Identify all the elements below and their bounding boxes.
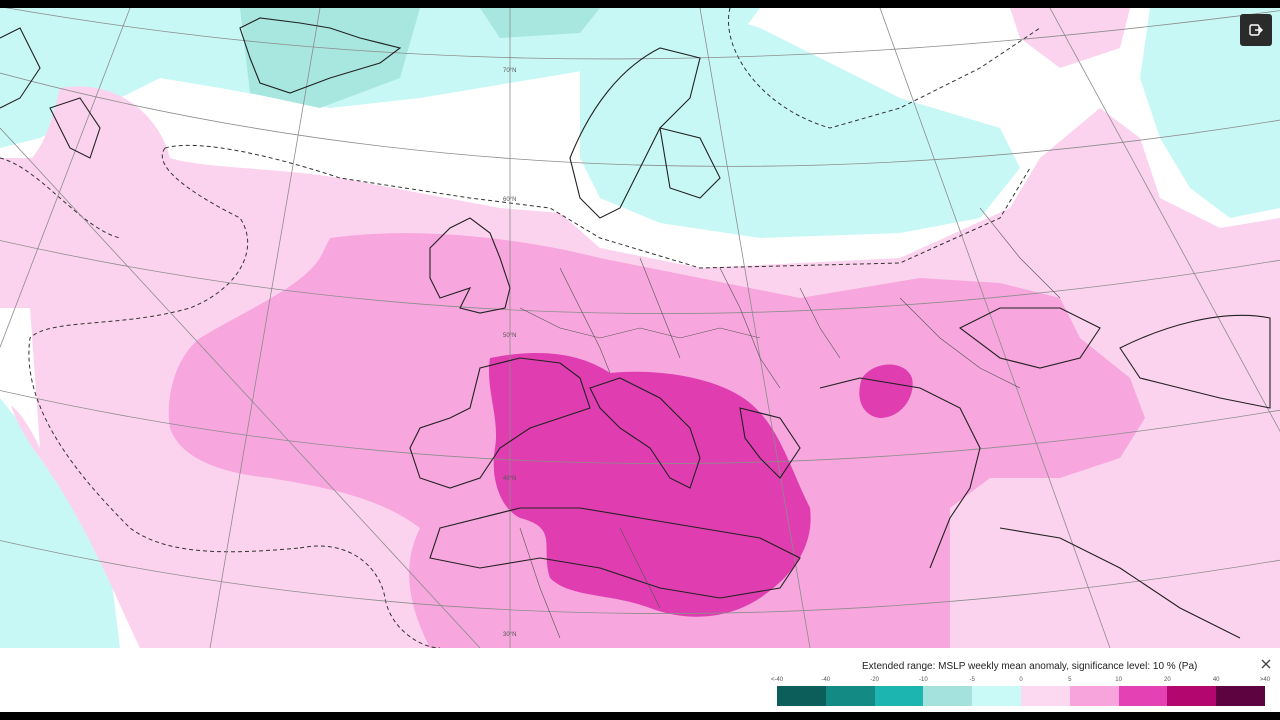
legend-swatch [825,686,875,706]
legend-swatch [1167,686,1217,706]
strong-positive-anomaly-layer [488,353,913,617]
coastlines [0,17,1271,639]
close-icon [1261,659,1271,669]
lat-label-30: 30°N [503,632,516,638]
legend-tick-label: -40 [821,677,831,683]
legend-panel: Extended range: MSLP weekly mean anomaly… [0,648,1280,712]
lat-label-70: 70°N [503,68,516,74]
legend-tick-label: >40 [1259,677,1271,683]
legend-swatch [1020,686,1070,706]
export-button[interactable] [1240,14,1272,46]
lat-label-60: 60°N [503,197,516,203]
legend-swatch [972,686,1021,706]
legend-color-scale [777,686,1265,706]
legend-tick-label: 10 [1115,677,1122,683]
legend-swatch [1216,686,1265,706]
significance-contours [0,8,1041,648]
legend-tick-label: -10 [919,677,928,683]
legend-tick-label: 40 [1212,677,1220,683]
legend-close-button[interactable] [1259,657,1273,671]
legend-title: Extended range: MSLP weekly mean anomaly… [862,661,1198,672]
map-viewport[interactable]: 70°N 60°N 50°N 40°N 30°N [0,8,1280,648]
latitude-labels: 70°N 60°N 50°N 40°N 30°N [503,68,516,638]
lat-label-40: 40°N [503,476,516,482]
legend-tick-label: 0 [1019,677,1023,683]
legend-tick-label: 5 [1068,677,1072,683]
legend-swatch [923,686,973,706]
lat-label-50: 50°N [503,333,516,339]
anomaly-map[interactable]: 70°N 60°N 50°N 40°N 30°N [0,8,1280,648]
legend-swatch [777,686,826,706]
bottom-edge [0,712,1280,720]
legend-swatch [1118,686,1168,706]
legend-tick-label: -5 [969,677,975,683]
legend-tick-label: -20 [870,677,879,683]
legend-tick-labels: <-40 -40 -20 -10 -5 0 5 10 20 40 >40 [771,677,1270,687]
legend-swatch [1069,686,1119,706]
legend-tick-label: <-40 [770,677,784,683]
graticule [0,8,1280,648]
country-borders [519,207,1061,639]
legend-tick-label: 20 [1164,677,1171,683]
legend-swatch [874,686,924,706]
export-icon [1249,24,1263,36]
